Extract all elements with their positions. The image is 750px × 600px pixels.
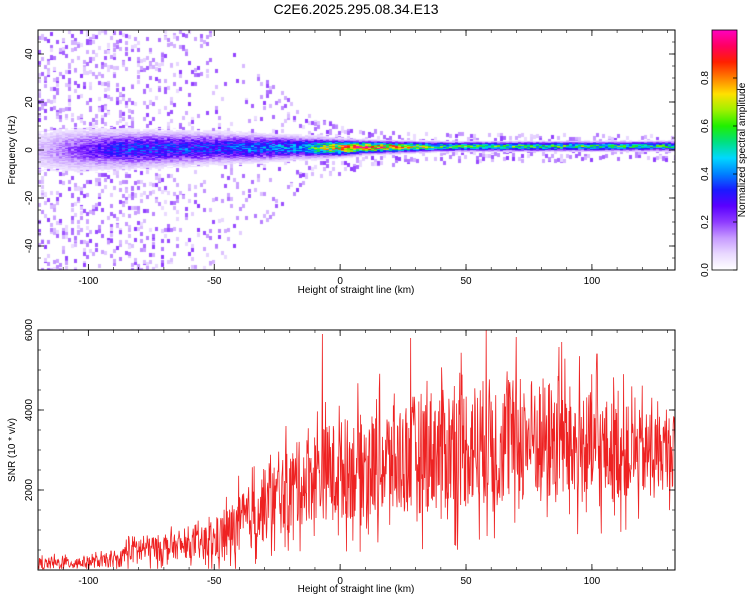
spectrogram-x-tick-label: 50 — [460, 276, 472, 287]
colorbar-tick-label: 0.6 — [700, 119, 711, 133]
spectrogram-x-tick-label: -100 — [78, 276, 98, 287]
spectrogram-y-tick-label: 0 — [24, 147, 35, 153]
spectrogram-x-tick-label: 0 — [337, 276, 343, 287]
spectrogram-heatmap — [38, 30, 675, 270]
spectrogram-y-tick-label: -40 — [24, 238, 35, 253]
snr-x-tick-label: 50 — [460, 576, 472, 587]
snr-x-axis-label: Height of straight line (km) — [298, 584, 415, 595]
spectrogram-x-tick-label: 100 — [584, 276, 601, 287]
colorbar-tick-label: 0.2 — [700, 215, 711, 229]
spectrogram-y-tick-label: -20 — [24, 190, 35, 205]
snr-y-axis: 2000 4000 6000 — [24, 318, 675, 571]
spectrogram-panel: -100 -50 0 50 100 -40 -20 0 20 40 Height of stra… — [7, 29, 676, 296]
snr-y-tick-label: 2000 — [24, 478, 35, 501]
snr-y-tick-label: 4000 — [24, 398, 35, 421]
spectrogram-x-axis: -100 -50 0 50 100 — [37, 30, 668, 287]
colorbar-label: Normalized spectral amplitude — [737, 82, 748, 217]
spectrogram-y-axis: -40 -20 0 20 40 — [24, 29, 675, 271]
spectrogram-x-tick-label: -50 — [207, 276, 222, 287]
colorbar-gradient — [711, 29, 738, 271]
spectrogram-x-axis-label: Height of straight line (km) — [298, 285, 415, 296]
snr-series-line — [38, 330, 675, 570]
snr-x-tick-label: 100 — [584, 576, 601, 587]
snr-y-axis-label: SNR (10 * v/v) — [7, 418, 18, 482]
colorbar-ticks: 0.0 0.2 0.4 0.6 0.8 — [700, 71, 737, 277]
snr-x-axis: -100 -50 0 50 100 — [37, 330, 668, 587]
snr-x-tick-label: -50 — [207, 576, 222, 587]
snr-panel: -100 -50 0 50 100 2000 4000 6000 Height of str… — [7, 318, 676, 595]
colorbar-tick-label: 0.0 — [700, 263, 711, 277]
snr-x-tick-label: 0 — [337, 576, 343, 587]
figure-title: C2E6.2025.295.08.34.E13 — [273, 1, 438, 17]
colorbar-tick-label: 0.8 — [700, 71, 711, 85]
snr-x-tick-label: -100 — [78, 576, 98, 587]
spectrogram-image-holder — [38, 30, 675, 270]
snr-y-tick-label: 6000 — [24, 318, 35, 341]
spectrogram-y-tick-label: 40 — [24, 48, 35, 60]
colorbar-tick-label: 0.4 — [700, 167, 711, 181]
spectrogram-y-axis-label: Frequency (Hz) — [7, 116, 18, 185]
spectrogram-y-tick-label: 20 — [24, 96, 35, 108]
colorbar: 0.0 0.2 0.4 0.6 0.8 Normalized spectral ampl… — [700, 29, 748, 277]
